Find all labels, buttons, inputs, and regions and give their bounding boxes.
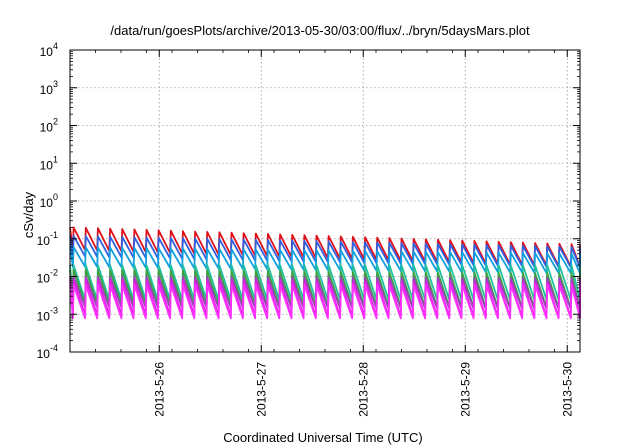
y-tick-label: 10-4 (37, 343, 58, 361)
series-line-3 (69, 246, 581, 275)
y-tick-label: 100 (40, 192, 58, 210)
y-tick-label: 102 (40, 117, 58, 135)
y-axis: 10-4 10-3 10-2 10-1 100 101 102 103 104 (37, 41, 580, 361)
series-layer (69, 226, 581, 320)
x-tick-label: 2013-5-28 (356, 362, 370, 417)
y-tick-label: 10-1 (37, 230, 58, 248)
x-tick-label: 2013-5-29 (458, 362, 472, 417)
chart-title: /data/run/goesPlots/archive/2013-05-30/0… (110, 23, 530, 38)
y-tick-label: 103 (40, 79, 58, 97)
y-tick-label: 10-3 (37, 305, 58, 323)
grid (70, 50, 580, 352)
y-axis-label: cSv/day (21, 191, 36, 238)
x-axis: 2013-5-26 2013-5-27 2013-5-28 2013-5-29 2013… (69, 50, 581, 417)
x-tick-label: 2013-5-27 (254, 362, 268, 417)
x-axis-label: Coordinated Universal Time (UTC) (223, 430, 422, 445)
y-tick-label: 104 (40, 41, 58, 59)
y-tick-label: 101 (40, 154, 58, 172)
series-line-8 (69, 284, 581, 320)
x-tick-label: 2013-5-26 (152, 362, 166, 417)
x-tick-label: 2013-5-30 (560, 362, 574, 417)
y-tick-label: 10-2 (37, 268, 58, 286)
